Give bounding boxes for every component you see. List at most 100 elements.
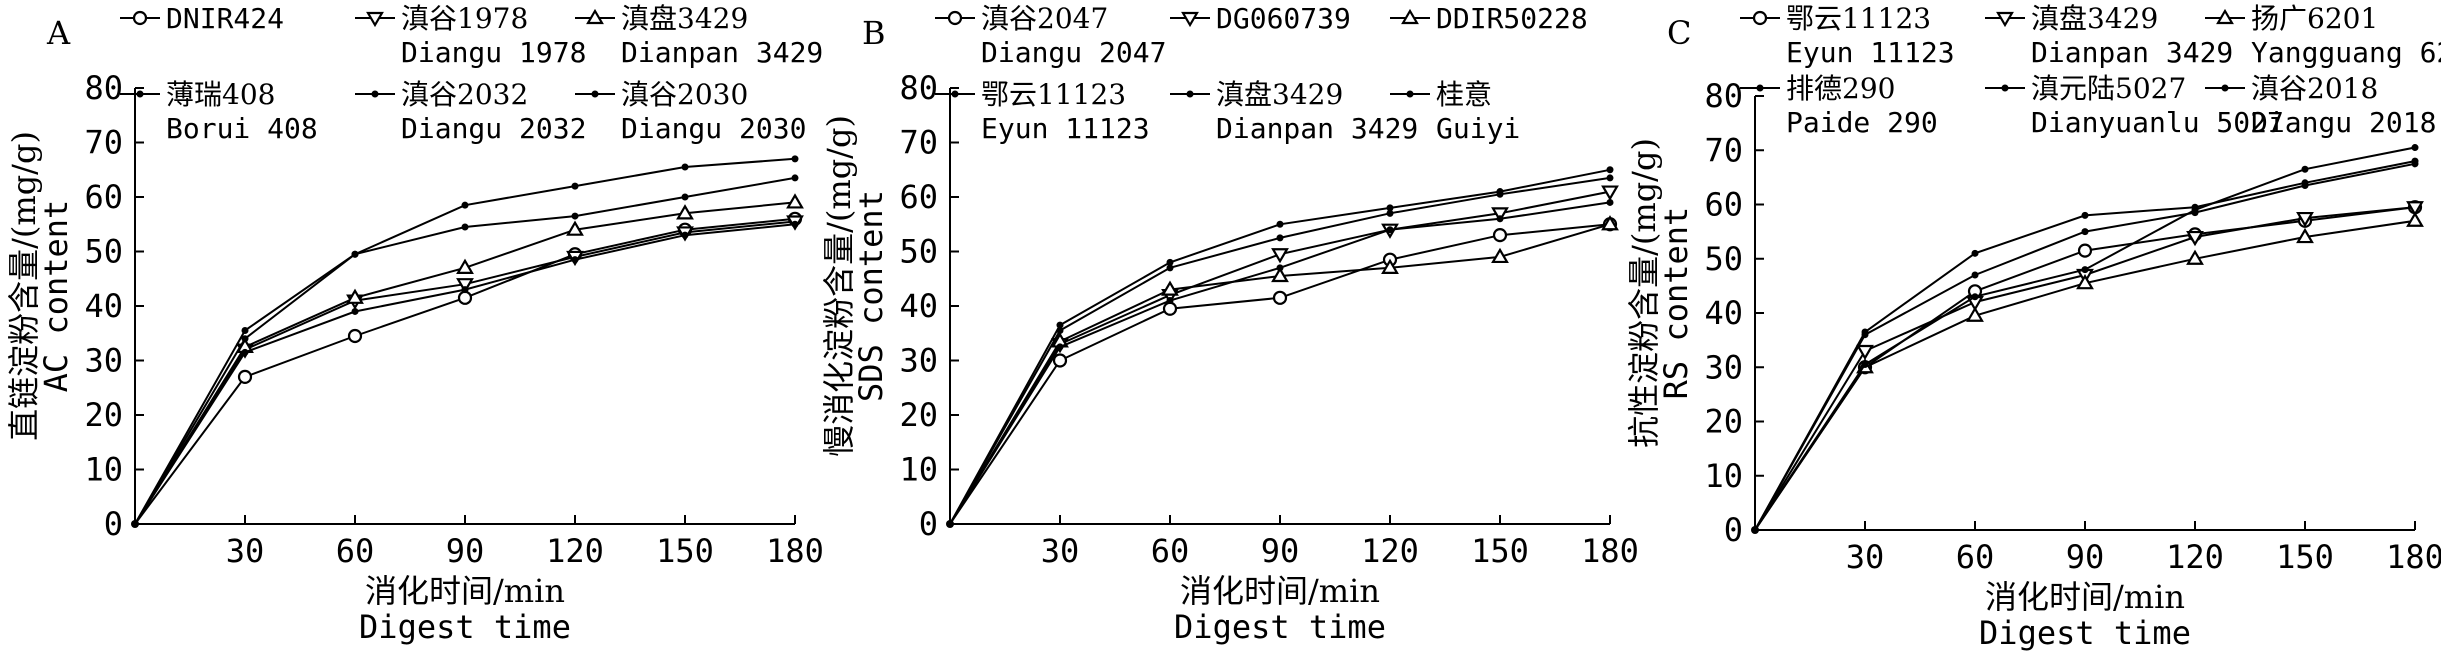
legend-marker: [1401, 8, 1419, 25]
data-point: [676, 204, 694, 220]
x-tick-label: 30: [1041, 532, 1080, 570]
series-5: [134, 220, 799, 525]
x-tick-label: 120: [546, 532, 604, 570]
data-point: [2077, 243, 2093, 258]
y-axis-title-en: RS content: [1657, 207, 1695, 400]
legend-marker: [132, 10, 148, 26]
data-point: [1271, 266, 1289, 283]
origin-point: [946, 520, 954, 528]
y-tick-label: 20: [84, 396, 123, 434]
legend-label-en: Eyun 11123: [1786, 36, 1955, 69]
data-point: [1162, 301, 1178, 316]
data-point: [1272, 290, 1288, 305]
legend-marker: [1181, 11, 1199, 28]
y-tick-label: 30: [1704, 348, 1743, 386]
panel-b: B 0 10 20 30 40 50 60 70 80 30 60 90 120 150 180 消化时间/mi…: [820, 2, 1639, 646]
y-tick-label: 40: [84, 287, 123, 325]
data-point: [351, 250, 359, 258]
x-tick-label: 90: [446, 532, 485, 570]
panel-a: A 0 10 20 30 40 50 60 70 80 30 60 90 120 150 180 消化时间/mi…: [5, 2, 824, 646]
data-point: [1606, 174, 1614, 182]
legend-marker: [951, 90, 959, 98]
data-point: [461, 286, 469, 294]
data-point: [237, 369, 253, 384]
x-tick-label: 180: [1581, 532, 1639, 570]
data-point: [1386, 209, 1394, 217]
panel-letter: C: [1667, 14, 1691, 52]
data-point: [457, 290, 473, 305]
x-tick-label: 60: [1151, 532, 1190, 570]
x-tick-label: 150: [2276, 538, 2334, 576]
legend-label-en: Dianpan 3429: [621, 36, 823, 69]
legend-label: 滇谷2047: [981, 2, 1108, 35]
data-point: [1491, 207, 1509, 223]
y-tick-label: 40: [1704, 294, 1743, 332]
data-point: [1276, 234, 1284, 242]
y-tick-label: 0: [104, 505, 123, 543]
y-tick-label: 70: [899, 124, 938, 162]
data-point: [2081, 266, 2089, 274]
legend-label-en: Eyun 11123: [981, 112, 1150, 145]
data-point: [1276, 264, 1284, 272]
legend-label: 滇谷2032: [401, 78, 528, 111]
series-1: [949, 217, 1618, 525]
legend-label-en: Guiyi: [1436, 112, 1520, 145]
data-point: [571, 182, 579, 190]
y-axis-title: 慢消化淀粉含量/(mg/g): [820, 115, 858, 457]
data-point: [241, 327, 249, 335]
y-tick-label: 80: [1704, 77, 1743, 115]
data-point: [681, 163, 689, 171]
data-point: [1856, 344, 1874, 361]
data-point: [1166, 297, 1174, 305]
y-tick-label: 10: [1704, 457, 1743, 495]
panel-letter: A: [46, 14, 71, 52]
x-axis-title: 消化时间/min: [1180, 572, 1380, 610]
data-point: [346, 288, 364, 304]
data-point: [1971, 249, 1979, 257]
y-tick-label: 50: [1704, 240, 1743, 278]
series-6: [1754, 144, 2419, 531]
legend-marker: [2216, 8, 2234, 25]
y-tick-label: 70: [84, 124, 123, 162]
y-tick-label: 10: [899, 451, 938, 489]
data-point: [2296, 211, 2314, 228]
legend-marker: [1186, 90, 1194, 98]
y-tick-label: 50: [84, 233, 123, 271]
x-tick-label: 30: [226, 532, 265, 570]
legend-label-en: Yangguang 6201: [2251, 36, 2441, 69]
y-tick-label: 60: [84, 178, 123, 216]
data-point: [1861, 331, 1869, 339]
legend-label-en: Diangu 1978: [401, 36, 586, 69]
data-point: [2301, 165, 2309, 173]
data-point: [456, 258, 474, 274]
legend-label-en: Diangu 2030: [621, 112, 806, 145]
x-tick-label: 180: [766, 532, 824, 570]
series-line: [134, 201, 796, 525]
legend-label: 排德290: [1786, 72, 1895, 105]
x-tick-label: 90: [2066, 538, 2105, 576]
data-point: [1861, 361, 1869, 369]
x-tick-label: 60: [1956, 538, 1995, 576]
y-tick-label: 60: [1704, 186, 1743, 224]
data-point: [2411, 144, 2419, 152]
y-tick-label: 0: [919, 505, 938, 543]
legend-marker: [2221, 84, 2229, 92]
x-axis-title-en: Digest time: [1979, 614, 2191, 652]
legend-marker: [371, 90, 379, 98]
data-point: [241, 335, 249, 343]
data-point: [1386, 204, 1394, 212]
data-point: [2406, 211, 2424, 227]
data-point: [2186, 230, 2204, 247]
y-axis-title-en: AC content: [37, 200, 75, 393]
data-point: [2076, 273, 2094, 290]
data-point: [1496, 190, 1504, 198]
legend-marker: [136, 90, 144, 98]
